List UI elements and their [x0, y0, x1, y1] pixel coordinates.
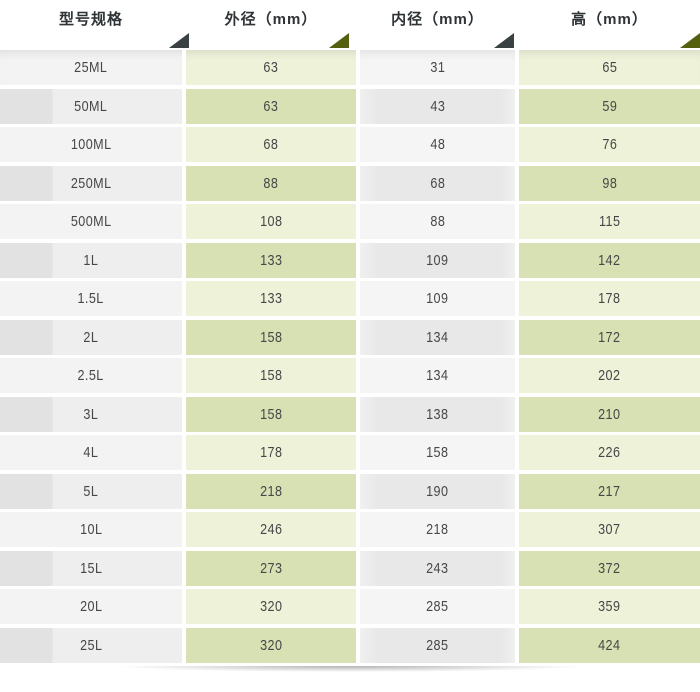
inner-diameter-cell: 285: [360, 589, 515, 624]
inner-diameter-cell: 68: [360, 165, 515, 201]
inner-diameter-cell: 190: [360, 473, 515, 509]
height-cell: 98: [519, 165, 700, 201]
model-cell: 25ML: [0, 50, 182, 85]
height-cell: 65: [519, 50, 700, 85]
outer-diameter-cell: 63: [186, 88, 356, 124]
column-header-height[interactable]: 高（mm）: [519, 0, 700, 50]
outer-diameter-cell: 320: [186, 627, 356, 663]
model-cell: 500ML: [0, 204, 182, 239]
table-row: 1.5L 133 109 178: [0, 281, 700, 316]
model-cell: 1L: [0, 242, 182, 278]
table-row: 2.5L 158 134 202: [0, 358, 700, 393]
inner-diameter-cell: 285: [360, 627, 515, 663]
table-row: 100ML 68 48 76: [0, 127, 700, 162]
outer-diameter-cell: 158: [186, 358, 356, 393]
outer-diameter-cell: 133: [186, 281, 356, 316]
model-cell: 100ML: [0, 127, 182, 162]
table-row: 50ML 63 43 59: [0, 88, 700, 124]
inner-diameter-cell: 43: [360, 88, 515, 124]
outer-diameter-cell: 218: [186, 473, 356, 509]
column-header-outer-diameter[interactable]: 外径（mm）: [186, 0, 356, 50]
model-cell: 15L: [0, 550, 182, 586]
height-cell: 372: [519, 550, 700, 586]
table-row: 20L 320 285 359: [0, 589, 700, 624]
model-cell: 2L: [0, 319, 182, 355]
inner-diameter-cell: 109: [360, 281, 515, 316]
model-cell: 25L: [0, 627, 182, 663]
height-cell: 178: [519, 281, 700, 316]
outer-diameter-cell: 133: [186, 242, 356, 278]
sort-triangle-icon: [680, 33, 700, 48]
model-cell: 250ML: [0, 165, 182, 201]
height-cell: 217: [519, 473, 700, 509]
model-cell: 1.5L: [0, 281, 182, 316]
height-cell: 59: [519, 88, 700, 124]
height-cell: 172: [519, 319, 700, 355]
height-cell: 202: [519, 358, 700, 393]
model-cell: 4L: [0, 435, 182, 470]
table-body: 25ML 63 31 65 50ML 63 43 59 100ML 68: [0, 50, 700, 663]
outer-diameter-cell: 246: [186, 512, 356, 547]
sort-triangle-icon: [169, 33, 189, 48]
outer-diameter-cell: 68: [186, 127, 356, 162]
outer-diameter-cell: 63: [186, 50, 356, 85]
table-row: 2L 158 134 172: [0, 319, 700, 355]
inner-diameter-cell: 138: [360, 396, 515, 432]
sort-triangle-icon: [329, 33, 349, 48]
outer-diameter-cell: 88: [186, 165, 356, 201]
height-cell: 226: [519, 435, 700, 470]
model-cell: 5L: [0, 473, 182, 509]
table-row: 250ML 88 68 98: [0, 165, 700, 201]
table-bottom-shadow: [10, 666, 690, 679]
table-row: 25L 320 285 424: [0, 627, 700, 663]
sort-triangle-icon: [494, 33, 514, 48]
table-row: 4L 178 158 226: [0, 435, 700, 470]
outer-diameter-cell: 108: [186, 204, 356, 239]
outer-diameter-cell: 273: [186, 550, 356, 586]
inner-diameter-cell: 134: [360, 358, 515, 393]
column-header-label: 型号规格: [58, 10, 123, 28]
height-cell: 142: [519, 242, 700, 278]
outer-diameter-cell: 158: [186, 319, 356, 355]
column-header-inner-diameter[interactable]: 内径（mm）: [360, 0, 515, 50]
table-header-row: 型号规格 外径（mm） 内径（mm） 高（mm）: [0, 0, 700, 50]
inner-diameter-cell: 158: [360, 435, 515, 470]
inner-diameter-cell: 243: [360, 550, 515, 586]
column-header-label: 高（mm）: [571, 10, 648, 28]
inner-diameter-cell: 109: [360, 242, 515, 278]
inner-diameter-cell: 88: [360, 204, 515, 239]
model-cell: 2.5L: [0, 358, 182, 393]
height-cell: 210: [519, 396, 700, 432]
inner-diameter-cell: 218: [360, 512, 515, 547]
model-cell: 3L: [0, 396, 182, 432]
model-cell: 50ML: [0, 88, 182, 124]
table-row: 10L 246 218 307: [0, 512, 700, 547]
inner-diameter-cell: 48: [360, 127, 515, 162]
table-row: 5L 218 190 217: [0, 473, 700, 509]
table-row: 500ML 108 88 115: [0, 204, 700, 239]
outer-diameter-cell: 158: [186, 396, 356, 432]
height-cell: 307: [519, 512, 700, 547]
height-cell: 76: [519, 127, 700, 162]
column-header-label: 内径（mm）: [391, 10, 484, 28]
inner-diameter-cell: 134: [360, 319, 515, 355]
model-cell: 10L: [0, 512, 182, 547]
model-cell: 20L: [0, 589, 182, 624]
inner-diameter-cell: 31: [360, 50, 515, 85]
height-cell: 115: [519, 204, 700, 239]
table-row: 1L 133 109 142: [0, 242, 700, 278]
table-row: 3L 158 138 210: [0, 396, 700, 432]
column-header-model[interactable]: 型号规格: [0, 0, 189, 50]
column-header-label: 外径（mm）: [224, 10, 318, 28]
outer-diameter-cell: 320: [186, 589, 356, 624]
height-cell: 359: [519, 589, 700, 624]
table-row: 15L 273 243 372: [0, 550, 700, 586]
table-row: 25ML 63 31 65: [0, 50, 700, 85]
height-cell: 424: [519, 627, 700, 663]
outer-diameter-cell: 178: [186, 435, 356, 470]
